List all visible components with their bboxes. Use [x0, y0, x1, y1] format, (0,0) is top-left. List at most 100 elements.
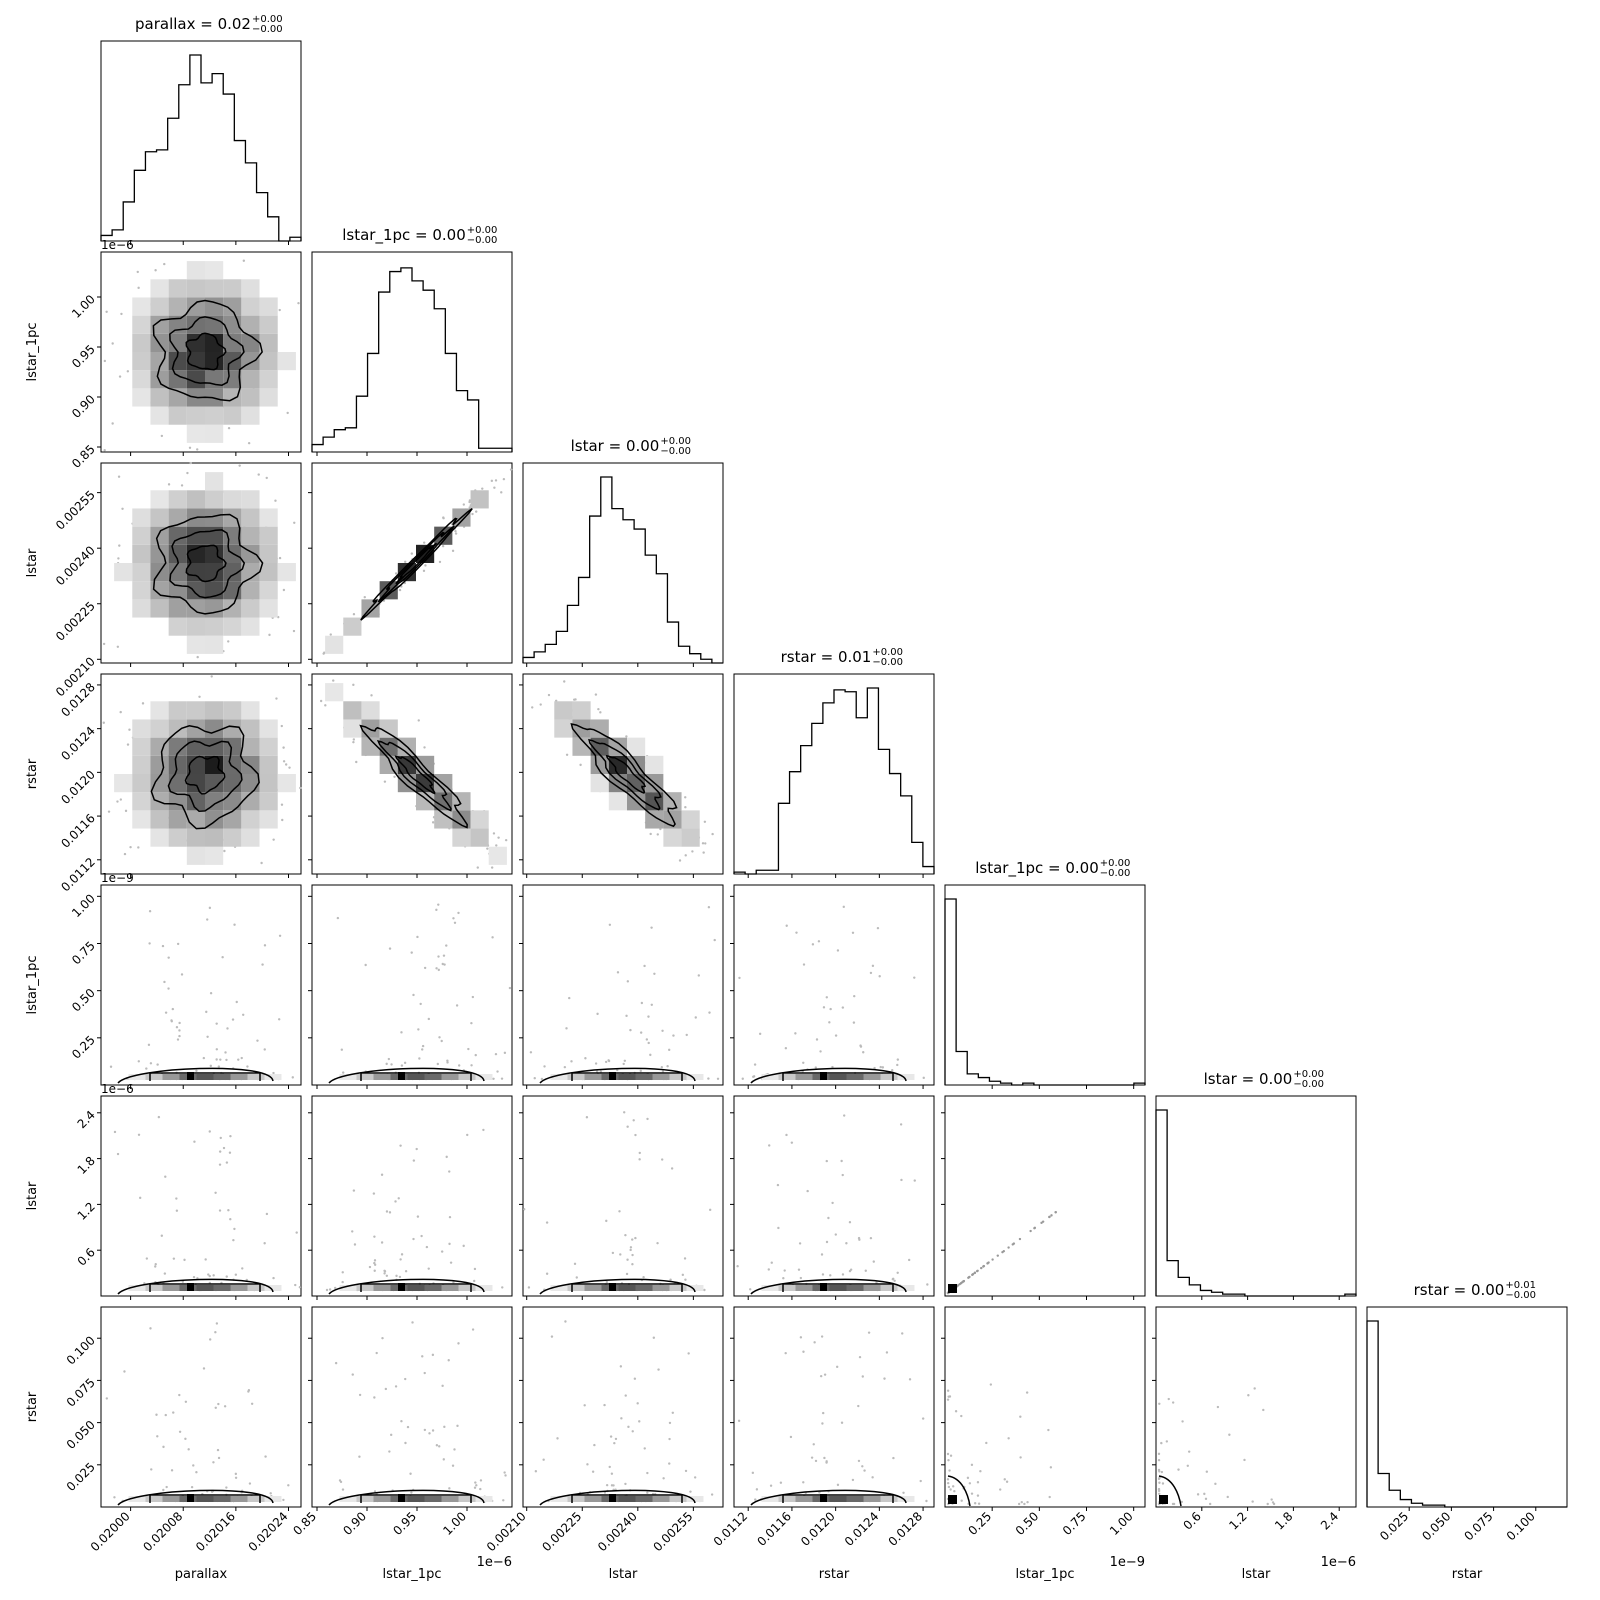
density-cell: [150, 581, 169, 600]
density-cell: [608, 755, 627, 774]
panel-3-1: [308, 673, 513, 878]
density-cell: [897, 1496, 915, 1502]
scatter-point: [754, 1498, 757, 1501]
density-cell: [223, 599, 242, 618]
scatter-point: [873, 1066, 876, 1070]
scatter-point: [128, 728, 131, 731]
density-cell: [241, 792, 260, 811]
density-cell: [205, 719, 224, 738]
panel-frame: [733, 1095, 935, 1297]
scatter-point: [113, 1130, 117, 1134]
scatter-point: [1017, 1502, 1021, 1506]
scatter-point: [455, 1004, 459, 1007]
scatter-point: [358, 1393, 362, 1397]
contour-line: [360, 1072, 472, 1081]
scatter-point: [639, 1031, 643, 1034]
density-cell: [584, 1285, 602, 1291]
scatter-point: [256, 1039, 259, 1042]
scatter-point: [184, 1400, 188, 1404]
scatter-point: [163, 980, 166, 984]
scatter-point: [224, 1051, 227, 1054]
scatter-point: [233, 1227, 236, 1231]
density-cell: [168, 719, 187, 738]
scatter-point: [852, 1021, 856, 1024]
scatter-point: [214, 1406, 217, 1409]
density-cell: [627, 737, 646, 756]
scatter-point: [985, 1441, 988, 1445]
scatter-point: [223, 849, 226, 853]
x-tick-label: 0.00210: [484, 1509, 529, 1554]
scatter-point: [172, 1411, 175, 1414]
density-cell: [247, 1285, 265, 1291]
scatter-point: [416, 1215, 420, 1218]
scatter-point: [216, 1448, 220, 1452]
density-cell: [186, 617, 205, 636]
scatter-point: [111, 422, 114, 425]
scatter-point: [242, 1013, 245, 1016]
panel-frame: [522, 1095, 724, 1297]
density-cell: [150, 388, 169, 407]
histogram-series: [311, 267, 513, 452]
scatter-point: [685, 1033, 688, 1037]
scatter-point: [768, 1144, 771, 1147]
scatter-point: [119, 710, 122, 714]
density-cell: [897, 1285, 915, 1291]
density-cell: [259, 792, 278, 811]
scatter-point: [103, 448, 106, 452]
scatter-point: [417, 719, 420, 722]
panel-frame: [1155, 1306, 1357, 1508]
scatter-point: [225, 1275, 228, 1278]
scatter-point: [445, 1155, 448, 1159]
density-cell: [128, 1074, 146, 1080]
scatter-point: [711, 832, 714, 836]
density-cell: [948, 1495, 957, 1504]
scatter-point: [494, 1052, 498, 1056]
scatter-point: [1251, 1500, 1254, 1503]
scatter-point: [234, 1472, 238, 1476]
scatter-point: [441, 544, 445, 548]
scatter-point: [619, 1253, 622, 1256]
scatter-point: [355, 760, 358, 764]
y-tick-label: 0.050: [64, 1418, 98, 1452]
scatter-point: [751, 1471, 755, 1475]
density-cell: [132, 508, 151, 527]
scatter-point: [225, 1486, 228, 1489]
x-tick-label: 0.02024: [246, 1509, 291, 1554]
panel-frame: [944, 1306, 1146, 1508]
scatter-point: [968, 1482, 972, 1485]
scatter-point: [626, 980, 630, 983]
scatter-point: [954, 1410, 958, 1413]
scatter-point: [851, 931, 855, 935]
scatter-point: [922, 1076, 925, 1080]
density-cell: [132, 388, 151, 407]
scatter-point: [234, 1273, 238, 1276]
scatter-point: [442, 954, 446, 957]
scatter-point: [821, 1422, 824, 1425]
density-cell: [168, 617, 187, 636]
contour-line: [539, 1278, 696, 1295]
scatter-point: [1023, 1502, 1026, 1506]
scatter-point: [668, 1462, 671, 1465]
scatter-point: [627, 1425, 630, 1429]
scatter-point: [149, 1327, 152, 1330]
scatter-point: [821, 1273, 825, 1276]
scatter-point: [352, 612, 356, 616]
scatter-point: [380, 1241, 384, 1244]
scatter-point: [176, 1038, 180, 1041]
x-tick-label: 0.0112: [711, 1509, 751, 1549]
contour-line: [947, 1475, 971, 1507]
density-cell: [669, 1074, 687, 1080]
scatter-point: [1048, 1495, 1051, 1499]
scatter-point: [689, 1490, 692, 1493]
scatter-point: [147, 1043, 151, 1047]
x-offset-label: 1e−9: [1110, 1555, 1145, 1570]
scatter-point: [192, 1464, 195, 1467]
x-tick-label: 0.95: [390, 1509, 419, 1538]
scatter-point: [261, 963, 264, 966]
density-cell: [186, 563, 205, 582]
panel-6-2: [519, 1306, 724, 1511]
scatter-point: [190, 1485, 194, 1489]
density-cell: [795, 1074, 813, 1080]
y-axis-label: rstar: [25, 758, 40, 789]
scatter-point: [1048, 1215, 1051, 1219]
